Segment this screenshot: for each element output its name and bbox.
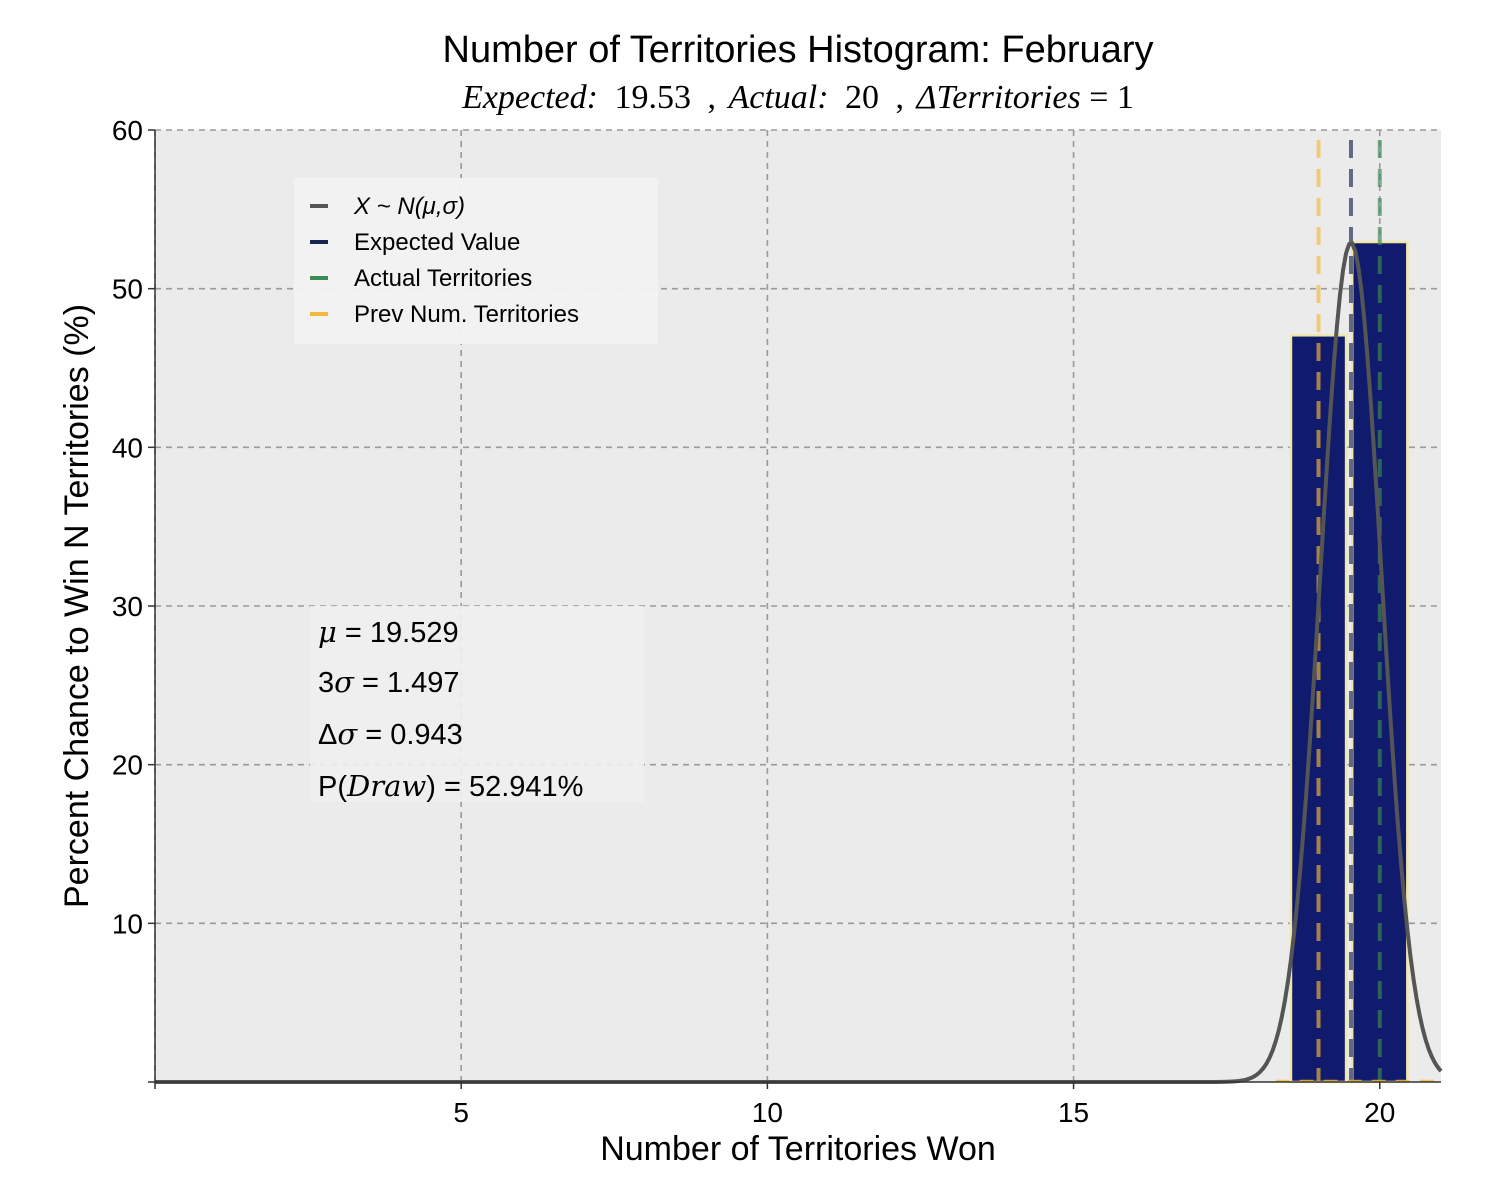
y-tick-label: 60	[112, 115, 143, 146]
x-tick-label: 5	[453, 1097, 469, 1128]
chart-title: Number of Territories Histogram: Februar…	[443, 29, 1154, 71]
legend-label: X ~ N(μ,σ)	[353, 193, 465, 220]
chart-subtitle: Expected: 19.53 , Actual: 20 , ΔTerritor…	[461, 79, 1134, 116]
y-tick-label: 30	[112, 591, 143, 622]
subtitle-sep-2: ,	[896, 79, 905, 116]
subtitle-delta-value: = 1	[1089, 79, 1134, 116]
subtitle-sep-1: ,	[707, 79, 716, 116]
legend-label: Expected Value	[354, 229, 520, 256]
y-tick-label: 20	[112, 750, 143, 781]
x-tick-label: 15	[1058, 1097, 1089, 1128]
axes	[148, 129, 1441, 1089]
legend-label: Actual Territories	[354, 265, 532, 292]
stats-box-bg	[310, 606, 644, 802]
x-axis-label: Number of Territories Won	[600, 1130, 996, 1168]
subtitle-actual-value: 20	[845, 79, 879, 116]
subtitle-actual-label: Actual:	[726, 79, 828, 116]
subtitle-expected-label: Expected:	[461, 79, 598, 116]
tick-labels: 5 10 15 20 10 20 30 40 50 60	[112, 115, 1395, 1128]
stats-box: μ = 19.529 3σ = 1.497 Δσ = 0.943 P(Draw)…	[310, 606, 644, 803]
legend-box	[294, 178, 658, 344]
stat-p-draw: P(Draw) = 52.941%	[318, 769, 583, 803]
subtitle-expected-value: 19.53	[614, 79, 691, 116]
stat-mu: μ = 19.529	[318, 615, 459, 649]
y-tick-label: 50	[112, 274, 143, 305]
y-tick-label: 10	[112, 908, 143, 939]
legend-label: Prev Num. Territories	[354, 301, 579, 328]
y-tick-label: 40	[112, 432, 143, 463]
stat-delta-sigma: Δσ = 0.943	[318, 717, 463, 751]
y-axis-label: Percent Chance to Win N Territories (%)	[58, 304, 96, 908]
legend: X ~ N(μ,σ) Expected Value Actual Territori…	[294, 178, 658, 344]
subtitle-delta-label: ΔTerritories	[915, 79, 1081, 116]
stat-three-sigma: 3σ = 1.497	[318, 665, 460, 699]
x-tick-label: 20	[1364, 1097, 1395, 1128]
x-tick-label: 10	[752, 1097, 783, 1128]
